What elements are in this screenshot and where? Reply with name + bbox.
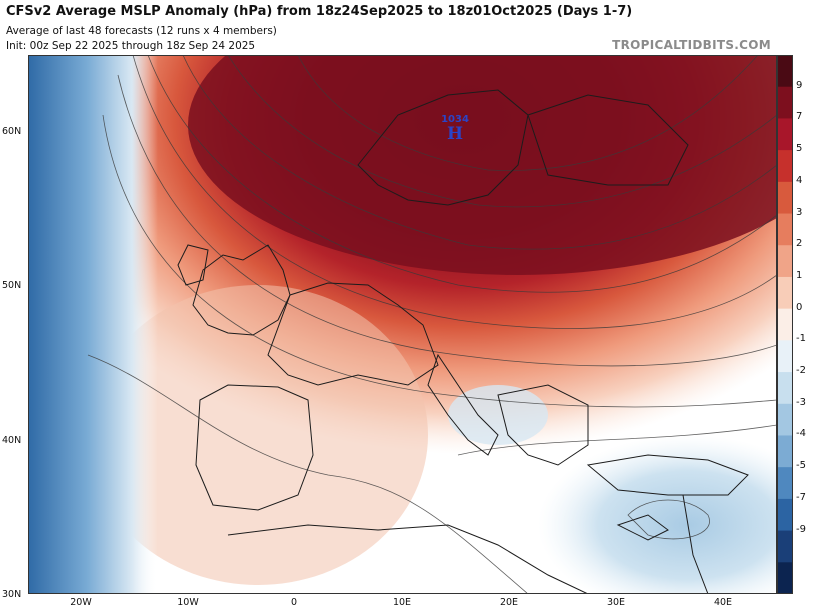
colorbar-swatch — [777, 435, 793, 468]
colorbar-swatch — [777, 276, 793, 310]
coastlines — [177, 89, 749, 594]
colorbar-label: -1 — [796, 333, 806, 345]
colorbar-label: 1 — [796, 269, 803, 281]
colorbar-swatch — [777, 55, 793, 88]
colorbar-swatch — [777, 245, 793, 278]
colorbar-label: 4 — [796, 174, 803, 186]
colorbar — [777, 55, 793, 594]
colorbar-swatch — [777, 498, 793, 532]
colorbar-label: 0 — [796, 301, 803, 313]
isobars — [87, 55, 777, 594]
colorbar-swatch — [777, 530, 793, 563]
colorbar-swatch — [777, 562, 793, 594]
header: CFSv2 Average MSLP Anomaly (hPa) from 18… — [6, 4, 813, 56]
colorbar-swatch — [777, 340, 793, 373]
colorbar-swatch — [777, 372, 793, 405]
atlantic-cool-anomaly — [28, 55, 158, 594]
lat-label-60n: 60N — [2, 126, 22, 137]
colorbar-label: 9 — [796, 79, 803, 91]
colorbar-label: -7 — [796, 491, 806, 503]
balkan-cool-anomaly — [448, 385, 548, 445]
colorbar-label: -4 — [796, 428, 806, 440]
colorbar-swatch — [777, 467, 793, 500]
colorbar-label: -2 — [796, 365, 806, 377]
colorbar-label: -5 — [796, 460, 806, 472]
lon-label-30e: 30E — [606, 597, 626, 608]
iberia-france-warm-patch — [88, 285, 428, 585]
lon-label-40e: 40E — [713, 597, 733, 608]
high-pressure-value: 1034 — [441, 114, 469, 125]
brand-watermark: TROPICALTIDBITS.COM — [612, 38, 771, 52]
lat-label-30n: 30N — [2, 589, 22, 600]
subtitle-forecast-average: Average of last 48 forecasts (12 runs x … — [6, 25, 277, 37]
subtitle-init-range: Init: 00z Sep 22 2025 through 18z Sep 24… — [6, 40, 256, 52]
high-pressure-symbol: H — [447, 124, 463, 144]
colorbar-label: 3 — [796, 206, 803, 218]
colorbar-swatch — [777, 213, 793, 246]
colorbar-label: 7 — [796, 111, 803, 123]
anomaly-map: 1034 H — [28, 55, 777, 594]
chart-title: CFSv2 Average MSLP Anomaly (hPa) from 18… — [6, 4, 633, 19]
colorbar-swatch — [777, 308, 793, 341]
north-core-anomaly — [188, 55, 777, 275]
colorbar-frame — [777, 55, 793, 594]
colorbar-label: 2 — [796, 238, 803, 250]
lon-label-10e: 10E — [392, 597, 412, 608]
lon-label-0: 0 — [290, 597, 298, 608]
colorbar-swatch — [777, 403, 793, 436]
colorbar-swatch — [777, 181, 793, 215]
map-frame — [28, 55, 777, 594]
high-pressure-marker: 1034 H — [441, 114, 469, 144]
lon-label-20w: 20W — [70, 597, 92, 608]
colorbar-label: -9 — [796, 523, 806, 535]
colorbar-label: -3 — [796, 396, 806, 408]
mediterranean-cool-anomaly — [538, 435, 777, 594]
lon-label-10w: 10W — [177, 597, 199, 608]
colorbar-swatch — [777, 118, 793, 151]
colorbar-label: 5 — [796, 143, 803, 155]
lat-label-40n: 40N — [2, 435, 22, 446]
colorbar-swatch — [777, 86, 793, 119]
colorbar-swatch — [777, 150, 793, 183]
lat-label-50n: 50N — [2, 280, 22, 291]
lon-label-20e: 20E — [499, 597, 519, 608]
